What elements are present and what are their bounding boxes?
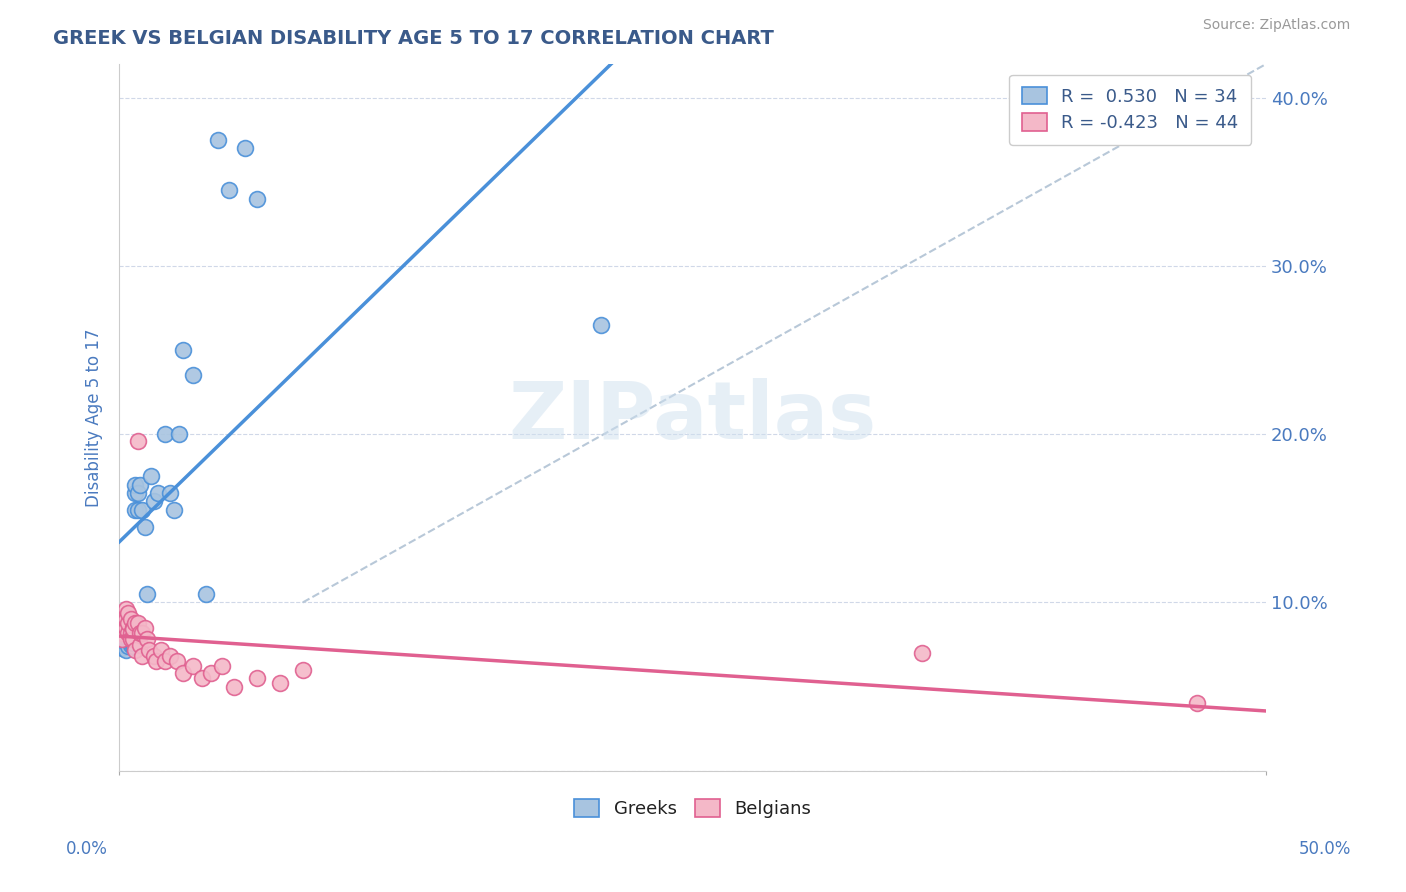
Point bbox=[112, 638, 135, 652]
Point bbox=[246, 671, 269, 685]
Point bbox=[124, 486, 146, 500]
Point bbox=[120, 629, 142, 643]
Point bbox=[127, 486, 149, 500]
Point bbox=[235, 141, 257, 155]
Point bbox=[127, 615, 149, 630]
Point bbox=[120, 638, 142, 652]
Point bbox=[218, 183, 240, 197]
Point bbox=[163, 503, 186, 517]
Point bbox=[207, 133, 229, 147]
Point bbox=[135, 587, 157, 601]
Point bbox=[142, 494, 165, 508]
Text: ZIPatlas: ZIPatlas bbox=[509, 378, 877, 457]
Point bbox=[141, 469, 163, 483]
Point bbox=[110, 640, 132, 655]
Text: GREEK VS BELGIAN DISABILITY AGE 5 TO 17 CORRELATION CHART: GREEK VS BELGIAN DISABILITY AGE 5 TO 17 … bbox=[53, 29, 775, 47]
Point bbox=[127, 503, 149, 517]
Point bbox=[1185, 697, 1208, 711]
Point bbox=[246, 192, 269, 206]
Point bbox=[222, 680, 245, 694]
Point bbox=[122, 623, 145, 637]
Point bbox=[131, 503, 153, 517]
Point bbox=[173, 666, 195, 681]
Point bbox=[131, 649, 153, 664]
Point bbox=[166, 654, 188, 668]
Point bbox=[911, 646, 934, 660]
Point bbox=[148, 486, 170, 500]
Point bbox=[124, 503, 146, 517]
Point bbox=[129, 638, 152, 652]
Point bbox=[122, 621, 145, 635]
Point bbox=[115, 621, 138, 635]
Text: 0.0%: 0.0% bbox=[66, 840, 108, 858]
Point bbox=[291, 663, 314, 677]
Point bbox=[115, 602, 138, 616]
Point bbox=[211, 659, 233, 673]
Point bbox=[200, 666, 222, 681]
Point bbox=[122, 632, 145, 647]
Y-axis label: Disability Age 5 to 17: Disability Age 5 to 17 bbox=[86, 328, 103, 507]
Point bbox=[120, 632, 142, 647]
Point bbox=[153, 654, 176, 668]
Point bbox=[117, 615, 139, 630]
Point bbox=[122, 636, 145, 650]
Point bbox=[135, 632, 157, 647]
Point bbox=[115, 634, 138, 648]
Point bbox=[112, 615, 135, 630]
Point bbox=[159, 649, 181, 664]
Point bbox=[167, 427, 190, 442]
Point bbox=[124, 477, 146, 491]
Legend: Greeks, Belgians: Greeks, Belgians bbox=[567, 792, 818, 825]
Point bbox=[129, 477, 152, 491]
Point bbox=[122, 639, 145, 653]
Point bbox=[142, 649, 165, 664]
Point bbox=[195, 587, 218, 601]
Point bbox=[117, 639, 139, 653]
Point bbox=[124, 615, 146, 630]
Point bbox=[117, 625, 139, 640]
Point bbox=[110, 632, 132, 647]
Point bbox=[131, 625, 153, 640]
Point bbox=[181, 659, 204, 673]
Point bbox=[115, 642, 138, 657]
Point bbox=[115, 612, 138, 626]
Point bbox=[138, 642, 160, 657]
Point bbox=[181, 368, 204, 383]
Point bbox=[149, 642, 172, 657]
Point bbox=[589, 318, 612, 332]
Point bbox=[129, 625, 152, 640]
Text: 50.0%: 50.0% bbox=[1298, 840, 1351, 858]
Point bbox=[191, 671, 214, 685]
Point bbox=[124, 642, 146, 657]
Point bbox=[134, 520, 156, 534]
Point bbox=[153, 427, 176, 442]
Point bbox=[117, 632, 139, 647]
Point bbox=[120, 625, 142, 640]
Point bbox=[173, 343, 195, 357]
Point bbox=[145, 654, 167, 668]
Point bbox=[134, 621, 156, 635]
Point bbox=[117, 606, 139, 620]
Point bbox=[120, 612, 142, 626]
Point bbox=[269, 676, 291, 690]
Point bbox=[112, 608, 135, 623]
Text: Source: ZipAtlas.com: Source: ZipAtlas.com bbox=[1202, 18, 1350, 32]
Point bbox=[159, 486, 181, 500]
Point bbox=[110, 625, 132, 640]
Point bbox=[127, 434, 149, 448]
